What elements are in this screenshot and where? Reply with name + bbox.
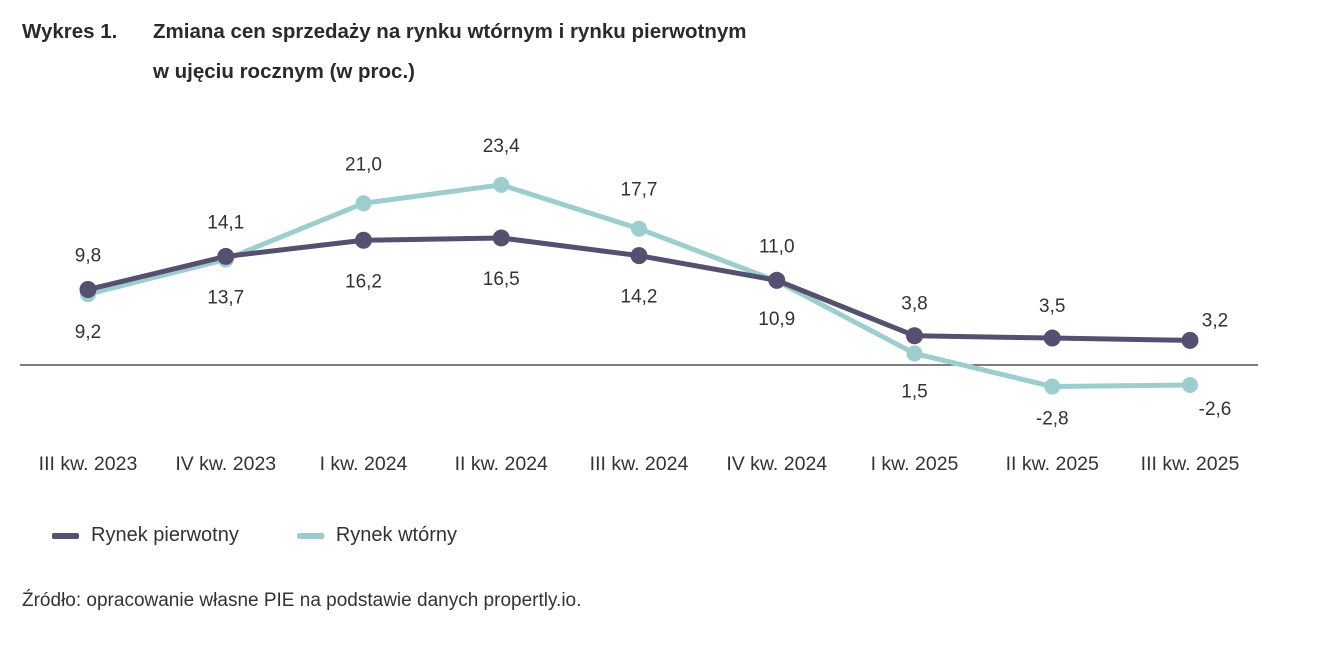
marker-rynek-pierwotny (79, 281, 97, 299)
x-tick-label: III kw. 2024 (590, 453, 689, 475)
x-tick-label: II kw. 2024 (455, 453, 548, 475)
marker-rynek-wtorny (1182, 377, 1198, 394)
marker-rynek-pierwotny (1043, 329, 1061, 347)
x-tick-label: I kw. 2025 (871, 453, 959, 475)
data-label-rynek-pierwotny: 16,2 (345, 271, 382, 292)
data-label-rynek-wtorny: 10,9 (758, 309, 795, 330)
data-label-rynek-pierwotny: 9,8 (75, 246, 101, 267)
x-tick-label: IV kw. 2024 (726, 453, 827, 475)
chart-title-prefix: Wykres 1. (22, 20, 118, 43)
legend-item-primary: Rynek pierwotny (52, 524, 239, 547)
data-label-rynek-wtorny: 23,4 (483, 136, 520, 157)
x-tick-label: IV kw. 2023 (175, 453, 276, 475)
data-label-rynek-pierwotny: 3,8 (901, 294, 927, 315)
marker-rynek-pierwotny (217, 247, 235, 265)
data-label-rynek-pierwotny: 14,2 (621, 287, 658, 308)
x-tick-label: III kw. 2025 (1141, 453, 1240, 475)
marker-rynek-pierwotny (906, 327, 923, 345)
chart-title-line-2: w ujęciu rocznym (w proc.) (153, 60, 415, 83)
x-tick-label: III kw. 2023 (39, 453, 138, 475)
data-label-rynek-wtorny: 21,0 (345, 154, 382, 175)
source-note: Źródło: opracowanie własne PIE na podsta… (22, 590, 582, 611)
marker-rynek-pierwotny (768, 271, 786, 289)
marker-rynek-wtorny (355, 195, 372, 212)
marker-rynek-pierwotny (355, 231, 372, 249)
chart-legend: Rynek pierwotny Rynek wtórny (52, 524, 515, 547)
legend-swatch-secondary (296, 532, 324, 539)
legend-item-secondary: Rynek wtórny (296, 524, 457, 547)
data-label-rynek-wtorny: -2,6 (1199, 399, 1232, 420)
marker-rynek-pierwotny (492, 229, 510, 247)
data-label-rynek-wtorny: 1,5 (901, 381, 927, 402)
marker-rynek-pierwotny (630, 247, 648, 265)
x-tick-label: II kw. 2025 (1006, 453, 1099, 475)
data-label-rynek-wtorny: 13,7 (207, 288, 244, 309)
data-label-rynek-wtorny: 9,2 (75, 322, 101, 343)
legend-label-secondary: Rynek wtórny (335, 524, 457, 546)
marker-rynek-pierwotny (1181, 331, 1199, 349)
data-label-rynek-pierwotny: 14,1 (207, 212, 244, 233)
legend-swatch-primary (52, 532, 79, 539)
data-label-rynek-pierwotny: 11,0 (759, 236, 795, 257)
data-label-rynek-pierwotny: 3,2 (1202, 310, 1228, 331)
marker-rynek-wtorny (906, 345, 923, 362)
data-label-rynek-wtorny: 17,7 (621, 180, 658, 201)
chart-title-line-1: Zmiana cen sprzedaży na rynku wtórnym i … (153, 20, 747, 43)
data-label-rynek-wtorny: -2,8 (1036, 409, 1069, 430)
legend-label-primary: Rynek pierwotny (91, 524, 239, 546)
data-label-rynek-pierwotny: 3,5 (1039, 296, 1065, 317)
marker-rynek-wtorny (1044, 378, 1061, 395)
marker-rynek-wtorny (631, 220, 647, 237)
x-tick-label: I kw. 2024 (320, 453, 408, 475)
marker-rynek-wtorny (493, 176, 510, 193)
data-label-rynek-pierwotny: 16,5 (483, 269, 520, 290)
